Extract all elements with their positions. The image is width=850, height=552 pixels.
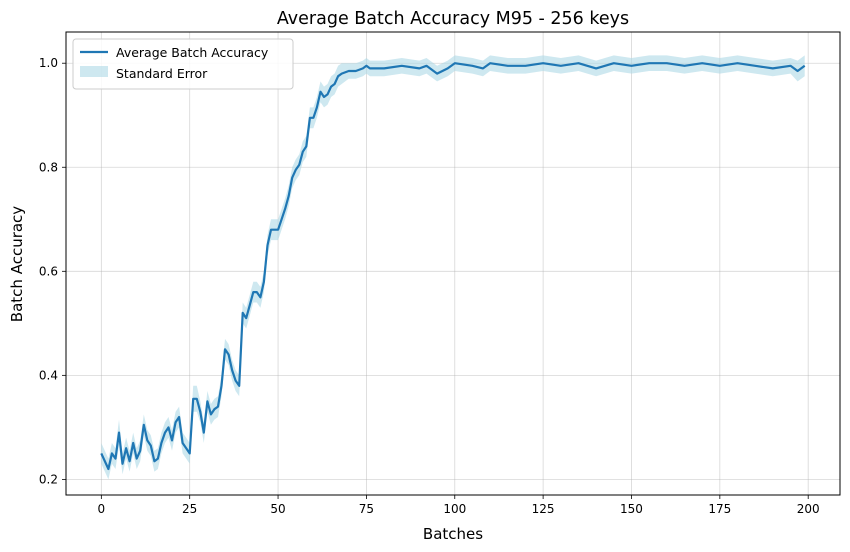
x-tick-label: 150	[620, 502, 643, 516]
plot-frame	[65, 31, 841, 496]
y-tick-label: 0.8	[39, 160, 58, 174]
y-axis-ticks: 0.2 0.4 0.6 0.8 1.0	[39, 56, 66, 486]
x-tick-label: 50	[270, 502, 285, 516]
x-tick-label: 25	[182, 502, 197, 516]
x-tick-label: 200	[797, 502, 820, 516]
y-axis-title: Batch Accuracy	[8, 206, 26, 322]
legend: Average Batch Accuracy Standard Error	[72, 38, 294, 90]
legend-box	[72, 38, 294, 90]
accuracy-line-layer	[100, 62, 806, 471]
y-tick-label: 0.6	[39, 264, 58, 278]
x-tick-label: 125	[532, 502, 555, 516]
y-tick-label: 0.2	[39, 472, 58, 486]
x-tick-label: 75	[359, 502, 374, 516]
legend-band-swatch	[80, 66, 108, 77]
average-accuracy-line	[100, 62, 806, 471]
chart-title: Average Batch Accuracy M95 - 256 keys	[277, 9, 629, 29]
x-tick-label: 100	[443, 502, 466, 516]
y-tick-label: 0.4	[39, 368, 58, 382]
x-axis-title: Batches	[423, 525, 483, 543]
x-tick-label: 0	[98, 502, 106, 516]
y-tick-label: 1.0	[39, 56, 58, 70]
x-axis-ticks: 0 25 50 75 100 125 150 175 200	[98, 495, 820, 516]
legend-label-average: Average Batch Accuracy	[116, 45, 269, 60]
legend-label-standard-error: Standard Error	[116, 66, 208, 81]
x-tick-label: 175	[708, 502, 731, 516]
